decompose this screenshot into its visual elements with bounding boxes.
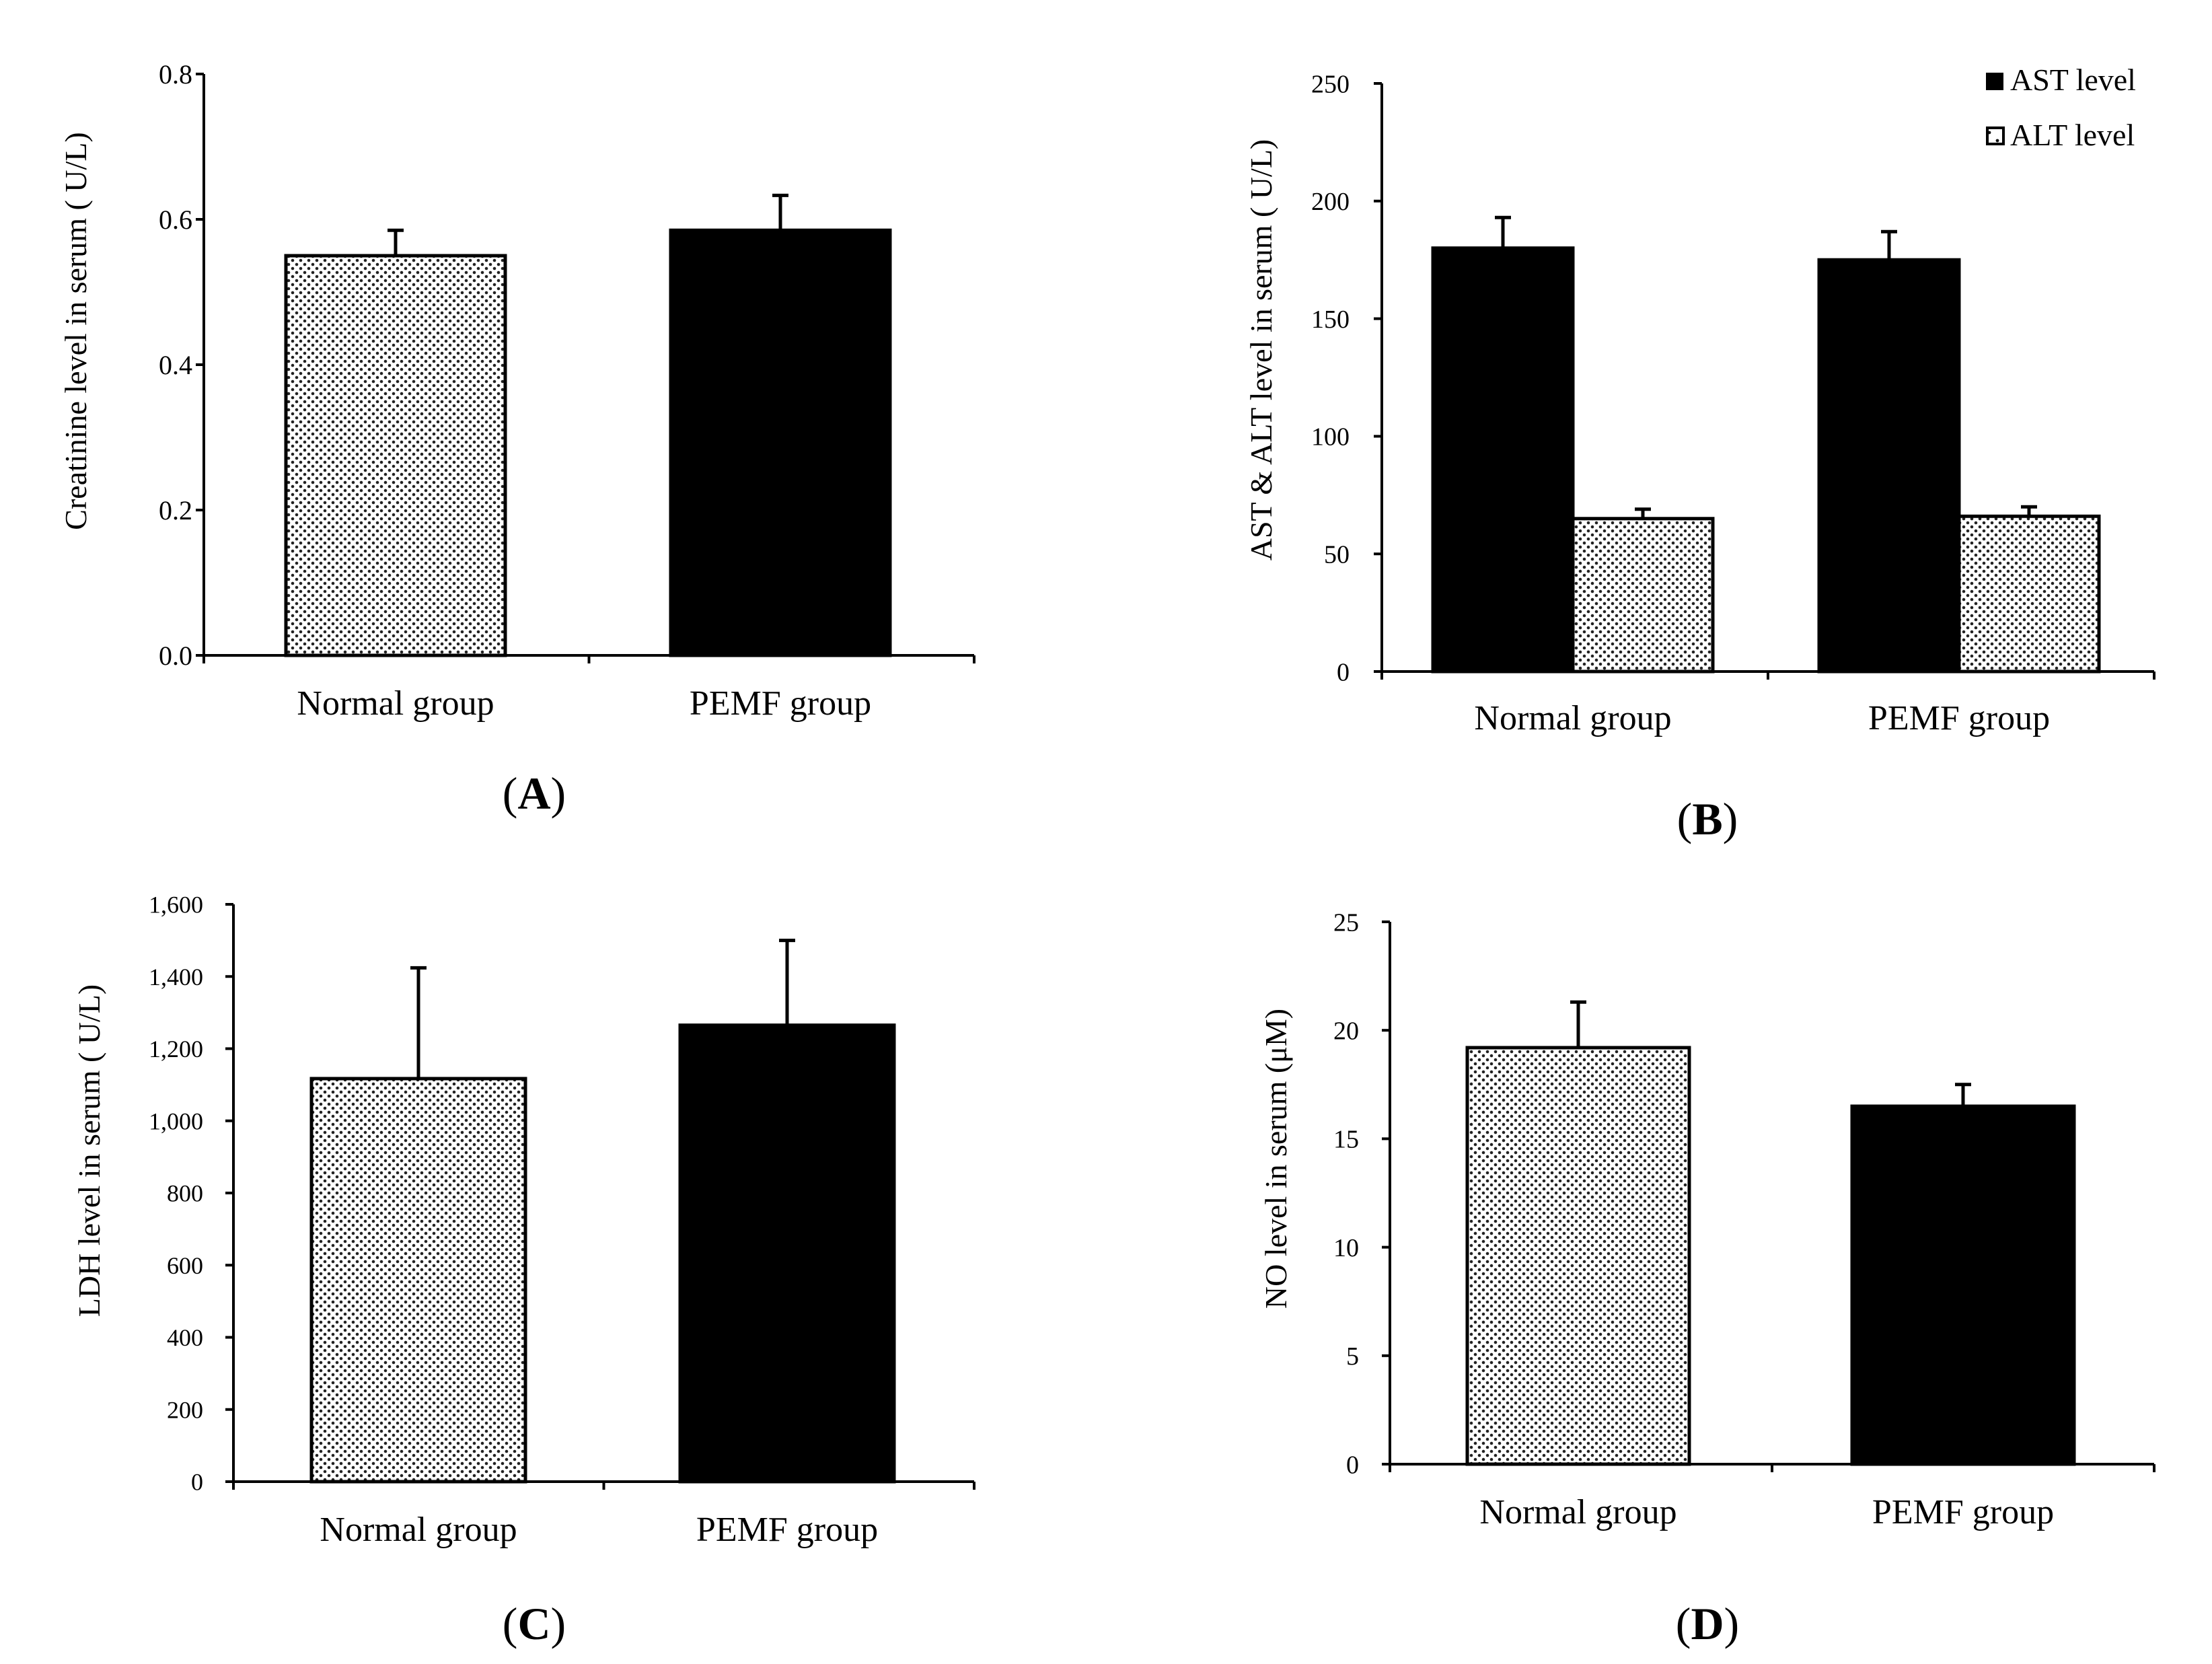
y-tick-label-b-1: 50: [1324, 541, 1350, 569]
bar-b-0-1: [1571, 517, 1715, 674]
y-axis-label-c: LDH level in serum ( U/L): [72, 984, 106, 1317]
category-label-c-0: Normal group: [320, 1511, 517, 1549]
y-tick-label-b-4: 200: [1311, 188, 1350, 216]
y-tick-label-d-3: 15: [1333, 1126, 1359, 1154]
y-tick-label-b-5: 250: [1311, 70, 1350, 98]
bar-b-1-0: [1817, 258, 1961, 674]
y-tick-label-c-0: 0: [191, 1469, 203, 1496]
bar-d-1: [1850, 1104, 2076, 1466]
y-tick-label-a-2: 0.4: [159, 350, 192, 380]
y-tick-label-d-0: 0: [1346, 1451, 1359, 1479]
y-tick-label-c-8: 1,600: [149, 892, 203, 918]
category-label-c-1: PEMF group: [696, 1511, 878, 1549]
legend-label-alt: ALT level: [2010, 118, 2135, 152]
category-label-d-0: Normal group: [1479, 1493, 1676, 1531]
panel-c: LDH level in serum ( U/L) Normal group P…: [72, 892, 975, 1649]
y-tick-label-c-3: 600: [167, 1252, 203, 1279]
y-tick-label-d-2: 10: [1333, 1234, 1359, 1262]
panel-label-a: (A): [503, 768, 566, 819]
y-tick-label-c-6: 1,200: [149, 1036, 203, 1062]
y-tick-label-a-0: 0.0: [159, 641, 192, 671]
y-axis-label-a: Creatinine level in serum ( U/L): [59, 132, 93, 530]
bar-a-0: [284, 254, 507, 657]
legend-swatch-ast: [1986, 73, 2003, 90]
bar-d-0: [1465, 1046, 1691, 1466]
y-tick-label-b-0: 0: [1337, 658, 1350, 686]
y-tick-label-a-3: 0.6: [159, 205, 192, 235]
category-label-b-0: Normal group: [1474, 699, 1671, 737]
y-tick-label-d-4: 20: [1333, 1017, 1359, 1046]
y-tick-label-c-1: 200: [167, 1396, 203, 1423]
y-tick-label-c-5: 1,000: [149, 1108, 203, 1134]
bar-b-0-0: [1431, 246, 1575, 674]
y-tick-label-c-2: 400: [167, 1324, 203, 1351]
y-axis-label-b: AST & ALT level in serum ( U/L): [1244, 139, 1278, 561]
y-tick-label-a-4: 0.8: [159, 59, 192, 89]
panel-b: AST & ALT level in serum ( U/L) Normal g…: [1244, 63, 2155, 844]
legend-label-ast: AST level: [2010, 63, 2136, 97]
y-tick-label-c-7: 1,400: [149, 964, 203, 990]
panel-label-c: (C): [503, 1598, 566, 1649]
panel-label-b: (B): [1677, 793, 1738, 844]
panel-a: Creatinine level in serum ( U/L) Normal …: [59, 59, 975, 819]
category-label-a-0: Normal group: [297, 684, 494, 723]
legend-swatch-alt: [1986, 126, 2005, 145]
bar-a-1: [669, 228, 892, 657]
category-label-a-1: PEMF group: [690, 684, 871, 723]
y-tick-label-d-1: 5: [1346, 1342, 1359, 1371]
panel-d: NO level in serum (μM) Normal group PEMF…: [1259, 908, 2155, 1649]
bar-c-1: [678, 1023, 896, 1484]
y-tick-label-a-1: 0.2: [159, 495, 192, 526]
panel-label-d: (D): [1676, 1598, 1739, 1649]
category-label-b-1: PEMF group: [1868, 699, 2050, 737]
category-label-d-1: PEMF group: [1872, 1493, 2054, 1531]
y-tick-label-d-5: 25: [1333, 908, 1359, 937]
bar-b-1-1: [1957, 514, 2101, 674]
bar-c-0: [309, 1077, 527, 1484]
y-axis-label-d: NO level in serum (μM): [1259, 1009, 1293, 1309]
y-tick-label-b-3: 150: [1311, 305, 1350, 334]
y-tick-label-b-2: 100: [1311, 423, 1350, 451]
y-tick-label-c-4: 800: [167, 1180, 203, 1207]
